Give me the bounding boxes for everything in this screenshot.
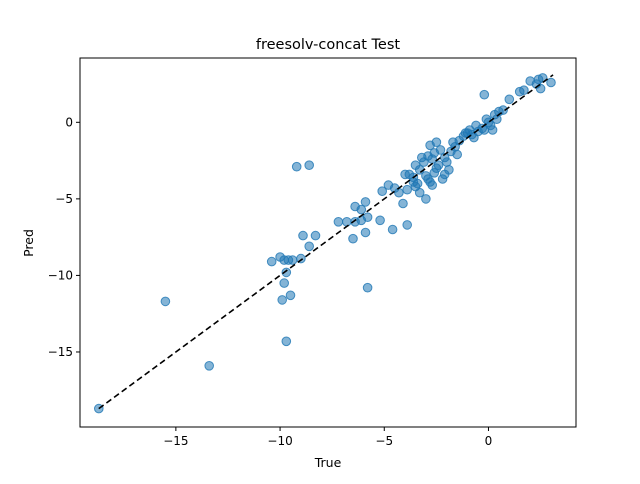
y-tick-label: −10	[48, 268, 73, 282]
data-point	[431, 137, 442, 147]
data-point	[464, 125, 475, 135]
data-point	[398, 198, 408, 209]
data-point	[287, 255, 298, 265]
plot-frame	[79, 57, 577, 428]
data-point	[298, 230, 308, 241]
data-point	[421, 194, 431, 204]
data-point	[387, 224, 398, 235]
data-point	[427, 180, 438, 190]
data-point	[279, 278, 290, 288]
data-point	[281, 267, 292, 278]
identity-reference-line	[98, 74, 554, 410]
y-axis-ticks: −15 −10 −5 0	[48, 115, 80, 359]
data-point	[360, 197, 371, 207]
data-point	[204, 361, 214, 371]
data-point	[402, 184, 413, 195]
y-axis-label: Pred	[21, 229, 36, 257]
x-tick-label: −5	[375, 434, 393, 448]
data-point	[333, 217, 344, 227]
data-point	[362, 212, 373, 222]
x-axis-ticks: −15 −10 −5 0	[163, 427, 492, 448]
data-point	[304, 241, 315, 252]
data-point	[291, 161, 302, 172]
x-tick-label: −10	[267, 434, 292, 448]
y-tick-label: −5	[55, 192, 73, 206]
data-point	[342, 217, 352, 227]
data-point	[410, 181, 421, 192]
data-point	[402, 220, 413, 230]
data-point	[160, 296, 171, 307]
data-point	[433, 160, 444, 170]
data-point	[285, 290, 296, 301]
data-point	[310, 230, 321, 241]
x-axis-label: True	[314, 455, 342, 470]
data-point	[429, 148, 440, 158]
data-point	[266, 256, 277, 267]
data-point	[479, 89, 490, 100]
data-point	[417, 152, 427, 163]
data-point	[356, 204, 367, 215]
y-tick-label: −15	[48, 345, 73, 359]
chart-title: freesolv-concat Test	[256, 37, 401, 53]
data-point	[471, 120, 481, 131]
data-point	[394, 187, 404, 198]
data-point	[377, 186, 388, 196]
data-point	[277, 295, 288, 305]
data-point	[375, 215, 385, 226]
data-point	[452, 149, 463, 160]
reference-line-layer	[98, 74, 554, 410]
data-point	[362, 282, 373, 293]
data-point	[304, 160, 315, 170]
data-point	[519, 85, 529, 95]
y-tick-label: 0	[65, 115, 73, 129]
data-point	[437, 174, 448, 184]
data-point	[487, 125, 498, 135]
data-point	[281, 336, 292, 347]
x-tick-label: −15	[163, 434, 188, 448]
x-tick-label: 0	[485, 434, 493, 448]
data-point	[546, 77, 556, 88]
data-point	[504, 94, 515, 105]
data-point	[360, 227, 371, 238]
data-point	[348, 233, 358, 244]
